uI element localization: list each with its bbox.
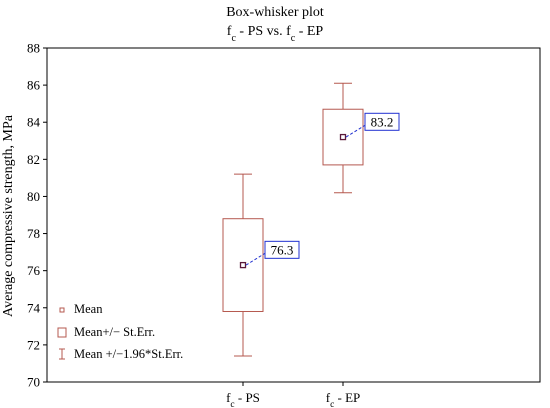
y-tick-label: 72	[27, 337, 40, 352]
mean-label-connector	[345, 124, 366, 138]
mean-label-connector	[245, 252, 266, 266]
mean-label-box	[364, 112, 400, 131]
legend-label: Mean	[74, 302, 103, 316]
y-axis: 70 72 74 76 78 80 82 84 86 88	[27, 41, 47, 390]
chart-title: Box-whisker plot	[226, 5, 324, 20]
mean-label: 83.2	[371, 114, 394, 129]
legend-box-symbol	[57, 327, 67, 338]
y-tick-label: 80	[27, 189, 40, 204]
y-tick-label: 78	[27, 226, 40, 241]
box	[222, 218, 264, 312]
plot-frame	[46, 47, 541, 383]
y-tick-label: 84	[27, 115, 41, 130]
y-tick-label: 88	[27, 41, 40, 56]
box-group: 76.3	[222, 173, 300, 357]
legend-item: Mean +/−1.96*St.Err.	[59, 347, 183, 361]
chart-subtitle: fc - PS vs. fc - EP	[227, 24, 324, 44]
mean-marker	[339, 133, 347, 141]
box-group: 83.2	[322, 82, 400, 194]
x-axis: fc - PS fc - EP	[226, 382, 360, 408]
y-axis-label: Average compressive strength, MPa	[1, 114, 16, 317]
boxes: 76.3 83.2	[222, 82, 400, 357]
x-tick-label: fc - EP	[326, 390, 361, 408]
legend-mean-symbol	[59, 307, 65, 313]
y-tick-label: 70	[27, 375, 40, 390]
legend-label: Mean+/− St.Err.	[74, 325, 155, 339]
x-tick-label: fc - PS	[226, 390, 260, 408]
legend-label: Mean +/−1.96*St.Err.	[74, 347, 183, 361]
y-tick-label: 82	[27, 152, 40, 167]
mean-marker	[239, 261, 247, 269]
y-tick-label: 86	[27, 78, 41, 93]
legend-item: Mean	[59, 302, 103, 316]
mean-label: 76.3	[271, 242, 294, 257]
y-tick-label: 76	[27, 263, 41, 278]
legend: Mean Mean+/− St.Err. Mean +/−1.96*St.Err.	[57, 302, 183, 361]
box	[322, 108, 364, 166]
y-tick-label: 74	[27, 300, 41, 315]
legend-item: Mean+/− St.Err.	[57, 325, 155, 339]
mean-label-box	[264, 240, 300, 259]
